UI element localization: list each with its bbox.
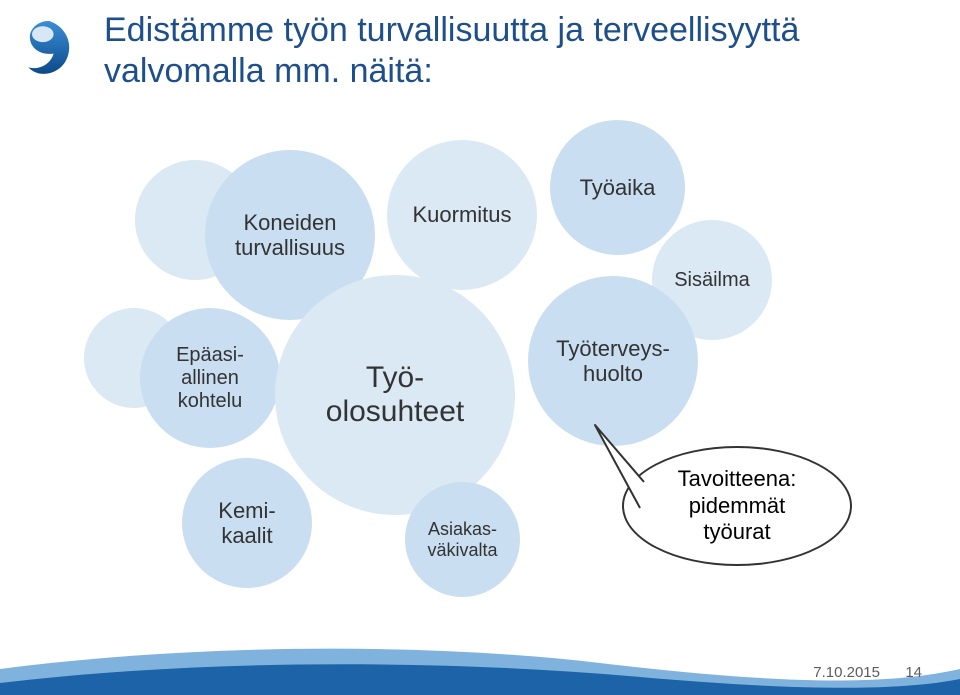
- bubble-tyoaika: Työaika: [550, 120, 685, 255]
- bubble-label-kemi: Kemi-kaalit: [212, 492, 281, 555]
- slide-title: Edistämme työn turvallisuutta ja terveel…: [104, 10, 930, 92]
- bubble-kemi: Kemi-kaalit: [182, 458, 312, 588]
- bubble-diagram: Koneidenturvallisuus Kuormitus Työaika Sisä…: [40, 120, 920, 590]
- bubble-tyoolo: Työ-olosuhteet: [275, 275, 515, 515]
- bubble-label-epaasia: Epäasi-allinenkohtelu: [170, 338, 250, 419]
- bubble-label-sisailma: Sisäilma: [668, 263, 756, 298]
- bubble-epaasia: Epäasi-allinenkohtelu: [140, 308, 280, 448]
- bubble-kuormitus: Kuormitus: [387, 140, 537, 290]
- bubble-label-kuormitus: Kuormitus: [406, 196, 517, 233]
- bubble-label-tyoaika: Työaika: [574, 169, 662, 206]
- bubble-asiakas: Asiakas-väkivalta: [405, 482, 520, 597]
- goal-callout-label: Tavoitteena:pidemmättyöurat: [678, 466, 797, 545]
- bubble-label-asiakas: Asiakas-väkivalta: [421, 513, 503, 566]
- goal-callout: Tavoitteena:pidemmättyöurat: [622, 446, 852, 566]
- bubble-label-tyoterv: Työterveys-huolto: [550, 330, 676, 393]
- bubble-tyoterv: Työterveys-huolto: [528, 276, 698, 446]
- bubble-label-tyoolo: Työ-olosuhteet: [320, 355, 470, 436]
- footer-date: 7.10.2015: [813, 664, 880, 681]
- footer-page-number: 14: [905, 664, 922, 681]
- brand-logo: [14, 14, 86, 86]
- bubble-label-koneiden: Koneidenturvallisuus: [229, 204, 351, 267]
